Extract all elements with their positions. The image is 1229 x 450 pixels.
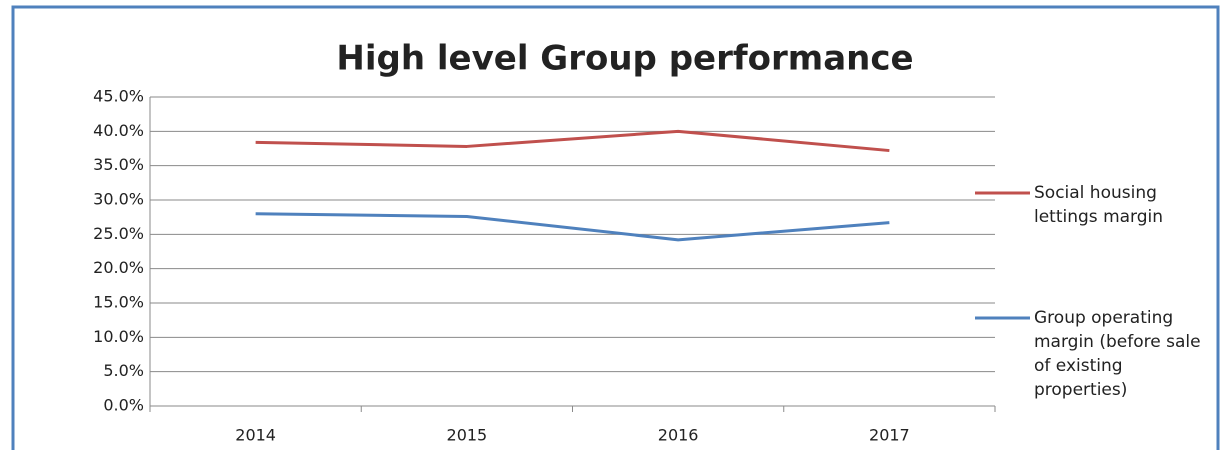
line-series — [255, 129, 890, 153]
x-tick-label: 2017 — [869, 426, 910, 445]
y-tick-label: 35.0% — [93, 155, 144, 174]
y-tick-label: 15.0% — [93, 293, 144, 312]
y-tick-label: 5.0% — [103, 361, 144, 380]
x-tick-label: 2014 — [235, 426, 276, 445]
line-series — [255, 212, 890, 242]
frame — [11, 5, 1220, 450]
y-tick-label: 25.0% — [93, 224, 144, 243]
y-tick-label: 45.0% — [93, 87, 144, 106]
x-tick-label: 2015 — [447, 426, 488, 445]
legend-label: Group operating margin (before sale of e… — [1034, 308, 1201, 400]
y-tick-label: 40.0% — [93, 121, 144, 140]
y-tick-label: 0.0% — [103, 396, 144, 415]
y-tick-label: 30.0% — [93, 190, 144, 209]
chart-title: High level Group performance — [336, 39, 913, 79]
y-tick-label: 10.0% — [93, 327, 144, 346]
y-tick-label: 20.0% — [93, 258, 144, 277]
x-tick-label: 2016 — [658, 426, 699, 445]
legend-label: Social housing lettings margin — [1034, 183, 1164, 227]
